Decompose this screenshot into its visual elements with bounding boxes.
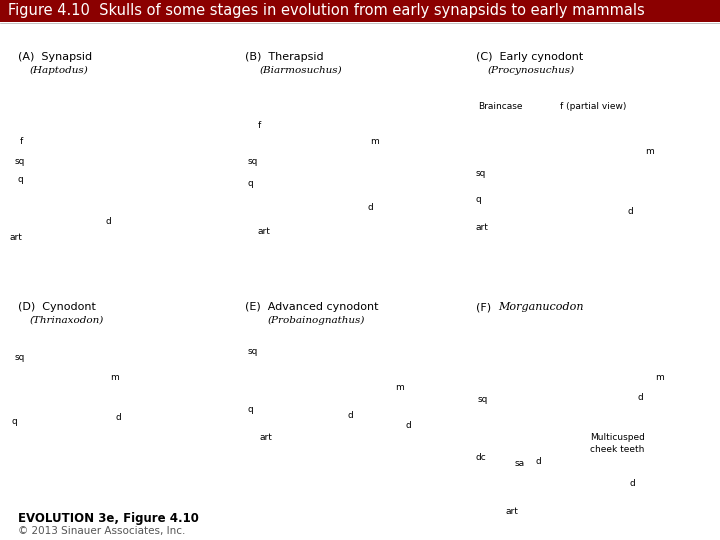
Text: (A)  Synapsid: (A) Synapsid xyxy=(18,52,92,62)
Text: © 2013 Sinauer Associates, Inc.: © 2013 Sinauer Associates, Inc. xyxy=(18,526,185,536)
Text: d: d xyxy=(535,457,541,467)
Text: art: art xyxy=(476,222,489,232)
Text: sq: sq xyxy=(478,395,488,404)
Text: q: q xyxy=(248,406,253,415)
Text: d: d xyxy=(630,480,636,489)
Text: Braincase: Braincase xyxy=(478,102,523,111)
Text: art: art xyxy=(10,233,23,241)
Text: d: d xyxy=(115,413,121,422)
Text: sa: sa xyxy=(515,460,525,469)
Text: q: q xyxy=(476,194,482,204)
Text: d: d xyxy=(348,410,354,420)
Text: q: q xyxy=(18,176,24,185)
Text: d: d xyxy=(638,393,644,402)
Text: (B)  Therapsid: (B) Therapsid xyxy=(245,52,323,62)
Text: sq: sq xyxy=(248,348,258,356)
Text: d: d xyxy=(368,202,374,212)
Text: (Probainognathus): (Probainognathus) xyxy=(268,316,365,325)
Text: m: m xyxy=(370,138,379,146)
Bar xyxy=(0,0,720,22)
Text: sq: sq xyxy=(248,158,258,166)
Text: (Procynosuchus): (Procynosuchus) xyxy=(488,66,575,75)
Text: art: art xyxy=(505,508,518,516)
Text: cheek teeth: cheek teeth xyxy=(590,446,644,455)
Text: (E)  Advanced cynodont: (E) Advanced cynodont xyxy=(245,302,379,312)
Text: m: m xyxy=(395,382,404,392)
Text: Multicusped: Multicusped xyxy=(590,433,645,442)
Text: sq: sq xyxy=(476,170,487,179)
Text: art: art xyxy=(260,433,273,442)
Text: (F): (F) xyxy=(476,302,498,312)
Text: sq: sq xyxy=(15,158,25,166)
Text: d: d xyxy=(405,421,410,429)
Text: m: m xyxy=(110,373,119,381)
Text: (Haptodus): (Haptodus) xyxy=(30,66,89,75)
Text: art: art xyxy=(258,227,271,237)
Text: d: d xyxy=(628,207,634,217)
Text: Figure 4.10  Skulls of some stages in evolution from early synapsids to early ma: Figure 4.10 Skulls of some stages in evo… xyxy=(8,3,644,18)
Text: dc: dc xyxy=(476,453,487,462)
Text: sq: sq xyxy=(15,353,25,361)
Text: f: f xyxy=(258,120,261,130)
Text: (C)  Early cynodont: (C) Early cynodont xyxy=(476,52,583,62)
Text: EVOLUTION 3e, Figure 4.10: EVOLUTION 3e, Figure 4.10 xyxy=(18,512,199,525)
Text: q: q xyxy=(248,179,253,188)
Text: (D)  Cynodont: (D) Cynodont xyxy=(18,302,96,312)
Text: m: m xyxy=(655,373,664,381)
Text: (Biarmosuchus): (Biarmosuchus) xyxy=(260,66,343,75)
Text: m: m xyxy=(645,147,654,157)
Text: f (partial view): f (partial view) xyxy=(560,102,626,111)
Text: (Thrinaxodon): (Thrinaxodon) xyxy=(30,316,104,325)
Text: Morganucodon: Morganucodon xyxy=(498,302,583,312)
Text: q: q xyxy=(12,417,18,427)
Text: d: d xyxy=(105,218,111,226)
Text: f: f xyxy=(20,138,23,146)
